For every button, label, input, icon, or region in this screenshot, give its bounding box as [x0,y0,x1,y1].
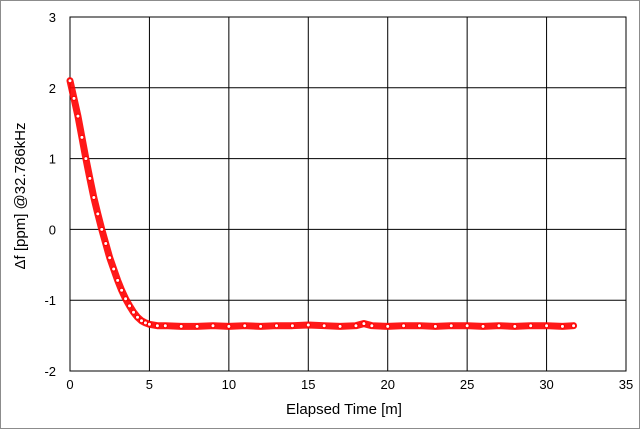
x-tick-label: 10 [222,377,236,392]
data-point [131,309,137,315]
y-tick-label: 2 [49,81,56,96]
data-point [321,323,327,329]
data-point [401,323,407,329]
data-point [559,323,565,329]
y-tick-label: -1 [44,293,56,308]
data-point [146,321,152,327]
data-point [353,323,359,329]
data-point [71,95,77,101]
data-point [544,323,550,329]
y-axis-label: Δf [ppm] @32.786kHz [12,123,29,270]
data-point [528,323,534,329]
data-point [210,323,216,329]
data-point [258,323,264,329]
data-point [111,266,117,272]
data-point [123,296,129,302]
y-tick-label: -2 [44,364,56,379]
data-point [87,175,93,181]
data-point [369,323,375,329]
x-tick-label: 30 [539,377,553,392]
data-point [289,323,295,329]
x-tick-label: 5 [146,377,153,392]
data-point [142,320,148,326]
data-series [66,77,578,330]
data-point [119,287,125,293]
data-point [242,323,248,329]
data-point [571,323,577,329]
data-point [138,318,144,324]
data-point [305,322,311,328]
data-point [480,323,486,329]
data-point [274,323,280,329]
x-axis-label: Elapsed Time [m] [286,401,402,418]
data-point [464,323,470,329]
data-point [385,323,391,329]
data-point [194,323,200,329]
y-tick-label: 1 [49,152,56,167]
x-tick-label: 15 [301,377,315,392]
data-point [337,323,343,329]
y-tick-label: 3 [49,10,56,25]
data-point [75,113,81,119]
data-point [162,323,168,329]
data-point [79,134,85,140]
data-point [99,226,105,232]
data-point [512,323,518,329]
data-point [91,195,97,201]
x-tick-label: 35 [619,377,633,392]
plot-area [69,16,627,372]
data-point [107,255,113,261]
data-point [178,323,184,329]
data-point [103,241,109,247]
x-tick-label: 25 [460,377,474,392]
series-band [66,77,578,330]
data-point [226,323,232,329]
data-point [115,277,121,283]
x-tick-labels: 0 5 10 15 20 25 30 35 [66,377,633,392]
data-point [432,323,438,329]
y-tick-labels: -2 -1 0 1 2 3 [44,10,56,379]
x-tick-label: 0 [66,377,73,392]
data-point [361,321,367,327]
data-point [496,323,502,329]
grid [69,16,627,372]
data-point [83,156,89,162]
data-point [448,323,454,329]
y-tick-label: 0 [49,222,56,237]
data-point [67,78,73,84]
x-tick-label: 20 [380,377,394,392]
data-point [95,211,101,217]
data-point [135,314,141,320]
data-point [154,323,160,329]
data-point [416,323,422,329]
data-point [127,303,133,309]
